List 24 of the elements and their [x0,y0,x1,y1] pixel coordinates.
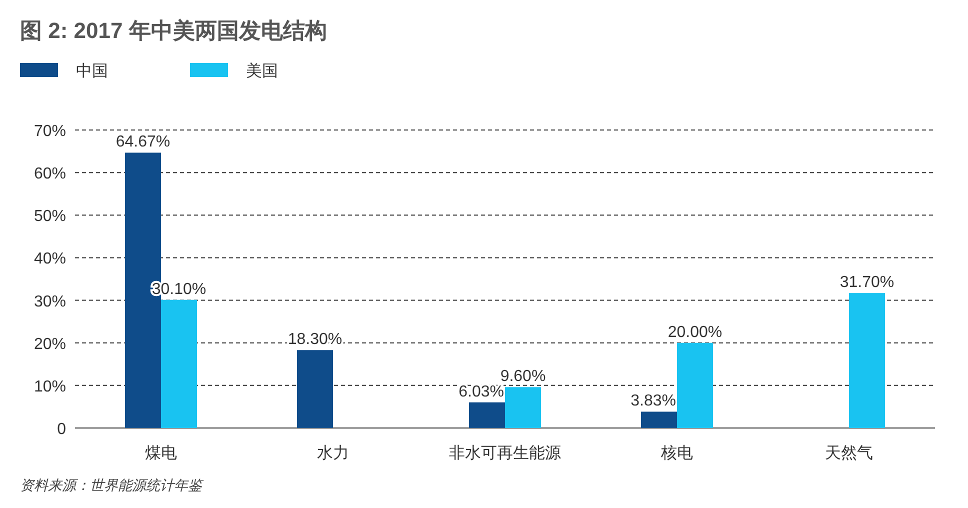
data-label: 64.67% [116,134,170,151]
ytick: 20% [34,336,66,353]
title: 图 2: 2017 年中美两国发电结构 [20,18,327,43]
data-label: 31.70% [840,274,894,292]
ytick: 40% [34,250,66,268]
xtick: 天然气 [825,445,873,462]
legend-label: 美国 [246,63,278,80]
data-label: 3.83% [630,392,676,410]
data-label: 20.00% [668,324,722,341]
data-label: 9.60% [500,368,546,386]
xtick: 水力 [317,445,349,462]
legend-label: 中国 [76,63,108,80]
ytick: 0 [57,421,66,438]
ytick: 10% [34,378,66,396]
xtick: 煤电 [145,445,177,462]
data-label: 18.30% [288,331,342,348]
ytick: 50% [34,208,66,226]
xtick: 核电 [661,445,693,462]
ytick: 60% [34,166,66,183]
annotation: 资料来源：世界能源统计年鉴 [20,477,202,493]
xtick: 非水可再生能源 [449,445,561,462]
ytick: 30% [34,293,66,310]
ytick: 70% [34,123,66,140]
data-label: 6.03% [458,383,504,400]
